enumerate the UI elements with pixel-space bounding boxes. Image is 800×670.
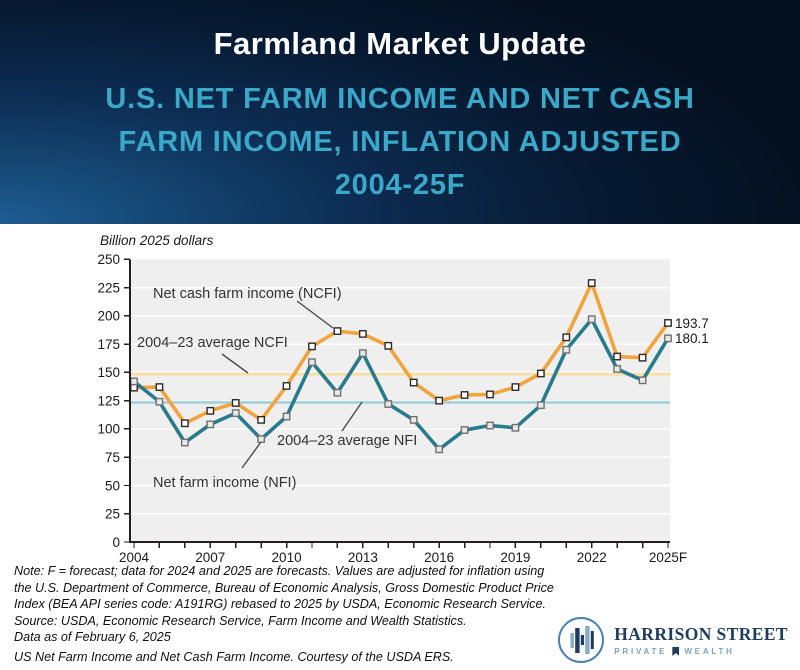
logo-tagline-private: PRIVATE — [614, 647, 668, 656]
y-axis-label: 250 — [97, 252, 120, 267]
ncfi-marker — [384, 341, 393, 350]
chart-title-line-1: U.S. NET FARM INCOME AND NET CASH — [105, 83, 695, 115]
annotation-leader — [241, 441, 262, 469]
nfi-marker — [282, 412, 291, 421]
nfi-marker — [130, 377, 138, 386]
y-axis-label: 75 — [105, 450, 120, 465]
nfi-marker — [562, 345, 571, 354]
x-axis-label: 2013 — [348, 550, 378, 565]
nfi-marker — [511, 423, 520, 432]
header-banner: Farmland Market Update U.S. NET FARM INC… — [0, 0, 800, 224]
chart-title-line-2: FARM INCOME, INFLATION ADJUSTED — [118, 126, 682, 158]
y-axis-label: 50 — [105, 478, 120, 493]
nfi-marker — [638, 376, 647, 385]
flag-icon — [672, 647, 680, 656]
nfi-marker — [206, 420, 215, 429]
ncfi-marker — [257, 415, 266, 424]
ncfi-marker — [333, 327, 342, 336]
nfi-marker — [180, 438, 189, 447]
annotation-leader — [341, 401, 363, 432]
ncfi-marker — [664, 319, 672, 327]
x-axis-label: 2025F — [649, 550, 687, 565]
ncfi-marker — [536, 369, 545, 378]
chart-caption: US Net Farm Income and Net Cash Farm Inc… — [14, 650, 454, 664]
footnote-line: Note: F = forecast; data for 2024 and 20… — [14, 564, 545, 578]
nfi-marker — [155, 397, 164, 406]
ncfi-marker — [358, 330, 367, 338]
ncfi-marker — [638, 353, 647, 362]
y-axis-label: 150 — [97, 365, 120, 380]
y-axis-label: 225 — [97, 280, 120, 295]
ncfi-marker — [282, 382, 291, 390]
nfi-marker — [409, 415, 418, 424]
income-line-chart: Billion 2025 dollars 0 25 50 75 100 125 150 175 2… — [97, 233, 709, 565]
nfi-marker — [613, 365, 622, 373]
y-axis-label: 125 — [97, 393, 120, 408]
y-axis-label: 175 — [97, 337, 120, 352]
chart-title: U.S. NET FARM INCOME AND NET CASH FARM I… — [0, 78, 800, 207]
x-axis-label: 2007 — [195, 550, 225, 565]
nfi-marker — [358, 349, 367, 358]
nfi-marker — [435, 445, 444, 454]
ncfi-marker — [435, 396, 444, 405]
end-value-label: 193.7 — [675, 316, 709, 331]
logo-text: HARRISON STREET PRIVATE WEALTH — [614, 624, 788, 656]
ncfi-marker — [308, 342, 316, 351]
ncfi-marker — [613, 352, 622, 361]
annotation-label: Net cash farm income (NCFI) — [153, 286, 342, 302]
y-axis-label: 25 — [105, 507, 120, 522]
annotation-label: Net farm income (NFI) — [153, 475, 296, 491]
harrison-street-logo: HARRISON STREET PRIVATE WEALTH — [557, 616, 788, 664]
annotation-label: 2004–23 average NFI — [277, 433, 417, 449]
x-axis-label: 2010 — [272, 550, 302, 565]
nfi-marker — [333, 388, 342, 397]
nfi-marker — [308, 358, 316, 367]
nfi-marker — [460, 426, 469, 434]
footnote-line: Index (BEA API series code: A191RG) reba… — [14, 597, 546, 612]
ncfi-marker — [409, 378, 418, 387]
end-value-label: 180.1 — [675, 331, 709, 346]
nfi-marker — [536, 401, 545, 410]
ncfi-line — [132, 281, 670, 426]
ncfi-marker — [587, 279, 596, 287]
chart-title-line-3: 2004-25F — [334, 169, 466, 201]
nfi-marker — [384, 400, 393, 408]
ncfi-marker — [206, 406, 215, 415]
ncfi-marker — [155, 383, 164, 391]
logo-company-name: HARRISON STREET — [614, 624, 788, 644]
page-title: Farmland Market Update — [213, 26, 587, 61]
annotation-leader — [221, 353, 249, 374]
ncfi-marker — [460, 391, 469, 399]
ncfi-marker — [562, 333, 571, 342]
logo-tagline-wealth: WEALTH — [684, 647, 735, 656]
y-axis-label: 100 — [97, 422, 120, 437]
ncfi-marker — [486, 390, 494, 399]
nfi-marker — [231, 409, 240, 417]
ncfi-marker — [180, 419, 189, 428]
logo-buildings-icon — [558, 617, 605, 663]
y-axis-label: 0 — [112, 535, 120, 550]
logo-tagline: PRIVATE WEALTH — [614, 647, 788, 656]
footnote-block: Note: F = forecast; data for 2024 and 20… — [14, 563, 614, 646]
footnote-line: Source: USDA, Economic Research Service,… — [14, 613, 467, 628]
nfi-marker — [587, 315, 596, 324]
annotation-label: 2004–23 average NCFI — [137, 335, 288, 351]
ncfi-marker — [231, 399, 240, 407]
x-axis-label: 2004 — [119, 550, 150, 565]
x-axis-label: 2016 — [424, 550, 454, 565]
y-axis-label: 200 — [97, 309, 120, 324]
nfi-marker — [257, 435, 266, 443]
annotation-leader — [296, 300, 334, 329]
nfi-marker — [664, 334, 672, 343]
x-axis-label: 2019 — [500, 550, 530, 565]
footnote-line: Data as of February 6, 2025 — [14, 630, 171, 645]
ncfi-marker — [511, 383, 520, 391]
nfi-line — [132, 317, 670, 452]
ncfi-marker — [130, 383, 138, 392]
footnote-line: the U.S. Department of Commerce, Bureau … — [14, 580, 554, 595]
y-axis-unit-label: Billion 2025 dollars — [100, 233, 214, 248]
x-axis-label: 2022 — [577, 550, 607, 565]
nfi-marker — [486, 421, 494, 430]
